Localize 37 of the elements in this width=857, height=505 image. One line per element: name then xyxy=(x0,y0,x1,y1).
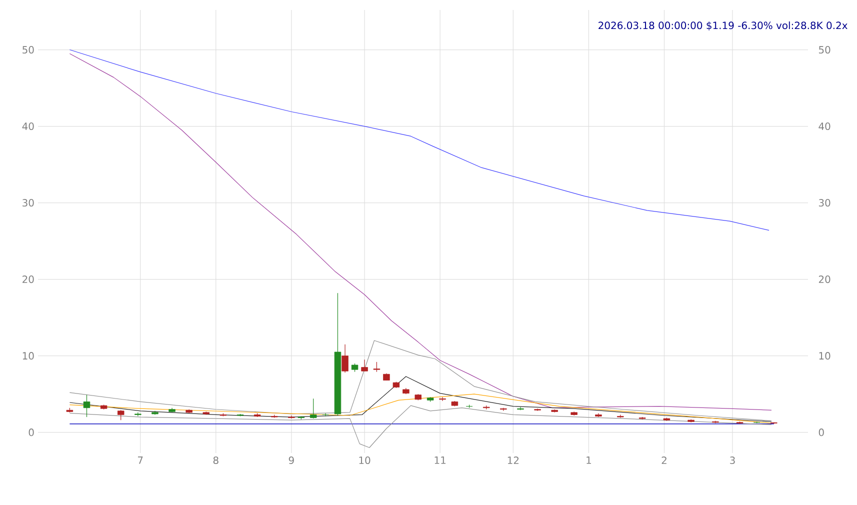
y2-tick-label: 40 xyxy=(818,122,830,130)
candlestick xyxy=(310,398,317,419)
x-tick-label: 1 xyxy=(586,456,591,464)
x-tick-label: 10 xyxy=(359,456,370,464)
text: 2026.03.18 00:00:00 $1.19 -6.30% vol:28.8K 0.2x xyxy=(598,21,848,31)
candlestick xyxy=(342,344,348,373)
x-tick-label: 2 xyxy=(662,456,666,464)
candlestick xyxy=(322,412,329,417)
line-series xyxy=(69,53,772,410)
y2-tick-label: 20 xyxy=(818,276,830,284)
candlestick xyxy=(517,406,524,410)
y-tick-label: 0 xyxy=(28,428,34,436)
line-series xyxy=(69,394,772,424)
y-tick-label: 10 xyxy=(22,352,34,360)
y2-tick-label: 50 xyxy=(818,46,830,54)
y-tick-label: 40 xyxy=(22,122,34,130)
x-tick-label: 3 xyxy=(730,456,735,464)
candlestick xyxy=(361,359,368,372)
candlestick xyxy=(373,362,380,372)
x-tick-label: 8 xyxy=(213,456,218,464)
y-tick-label: 30 xyxy=(22,199,34,207)
line-series xyxy=(69,405,772,448)
candlestick xyxy=(439,396,446,402)
x-tick-label: 7 xyxy=(138,456,143,464)
line-series xyxy=(69,376,772,422)
x-tick-label: 9 xyxy=(288,456,294,464)
y2-tick-label: 30 xyxy=(818,199,830,207)
x-tick-label: 12 xyxy=(508,456,519,464)
line-series xyxy=(69,49,770,231)
y2-tick-label: 0 xyxy=(818,428,824,436)
line-series xyxy=(69,340,772,422)
x-tick-label: 11 xyxy=(434,456,446,464)
candlestick xyxy=(83,394,90,418)
y-tick-label: 50 xyxy=(22,46,34,54)
y2-tick-label: 10 xyxy=(819,352,830,360)
candlestick xyxy=(117,410,124,420)
y-tick-label: 20 xyxy=(22,276,34,284)
